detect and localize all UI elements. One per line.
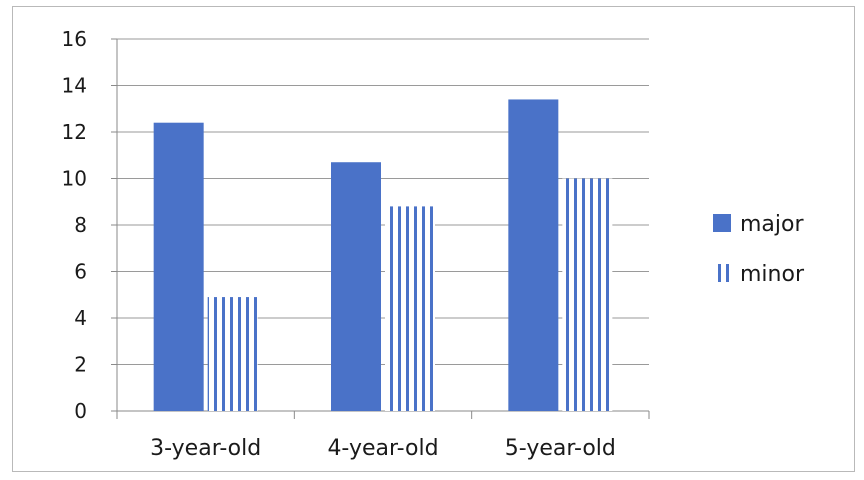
axes xyxy=(111,38,650,419)
bar-major-4-year-old xyxy=(331,162,381,411)
y-tick-label: 16 xyxy=(62,27,87,51)
legend-swatch-major xyxy=(713,214,731,232)
bar-chart: 0 2 4 6 8 10 12 14 16 3-year-old 4-year-old 5-year-… xyxy=(62,27,805,461)
chart-frame: 0 2 4 6 8 10 12 14 16 3-year-old 4-year-old 5-year-… xyxy=(12,6,855,472)
x-tick-label: 5-year-old xyxy=(505,436,616,461)
gridlines xyxy=(117,38,649,365)
x-tick-label: 3-year-old xyxy=(150,436,261,461)
legend: major minor xyxy=(713,212,805,287)
y-tick-label: 10 xyxy=(62,167,87,191)
x-tick-label: 4-year-old xyxy=(327,436,438,461)
legend-label-minor: minor xyxy=(740,262,805,287)
bar-major-3-year-old xyxy=(153,122,204,411)
bar-minor-5-year-old xyxy=(562,178,613,411)
legend-swatch-minor xyxy=(713,264,731,282)
bar-minor-3-year-old xyxy=(207,297,258,411)
y-tick-label: 14 xyxy=(62,74,87,98)
axis-labels: 0 2 4 6 8 10 12 14 16 3-year-old 4-year-old 5-year-… xyxy=(62,27,616,461)
legend-label-major: major xyxy=(740,212,804,237)
y-tick-label: 4 xyxy=(74,306,87,330)
y-tick-label: 2 xyxy=(74,353,87,377)
y-tick-label: 6 xyxy=(74,260,87,284)
y-tick-label: 0 xyxy=(74,399,87,423)
y-tick-label: 12 xyxy=(62,120,87,144)
y-tick-label: 8 xyxy=(74,213,87,237)
bar-minor-4-year-old xyxy=(385,206,435,411)
bars xyxy=(153,99,613,411)
bar-major-5-year-old xyxy=(508,99,559,411)
